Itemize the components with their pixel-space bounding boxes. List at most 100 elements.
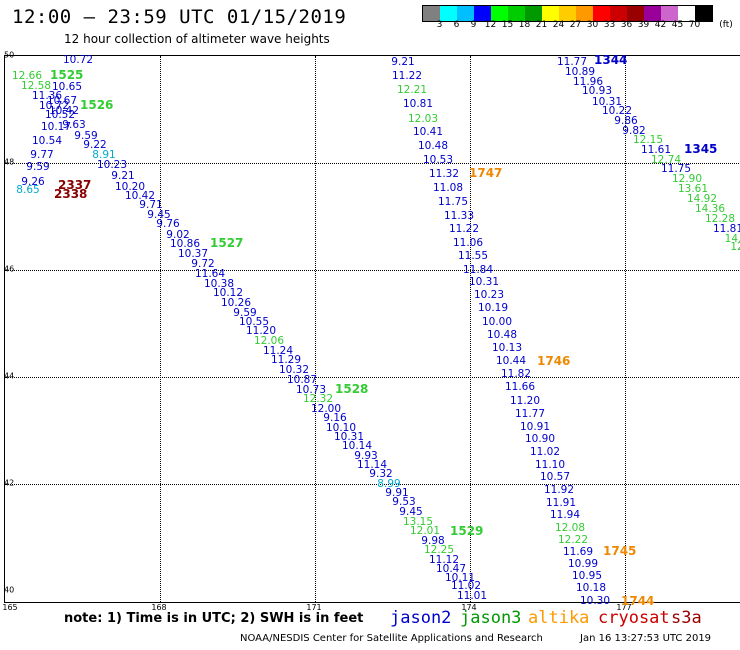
- wave-height-label: 12.03: [407, 113, 439, 125]
- wave-height-label: 10.23: [96, 159, 128, 171]
- wave-height-label: 14.: [724, 233, 740, 245]
- wave-height-label: 10.72: [62, 54, 94, 66]
- wave-height-label: 12.00: [310, 403, 342, 415]
- wave-height-label: 9.45: [147, 209, 171, 221]
- latitude-label: 42: [4, 478, 15, 488]
- satellite-legend-cryosat: cryosat: [598, 608, 670, 628]
- wave-height-label: 11.33: [443, 210, 475, 222]
- wave-height-label: 10.23: [473, 289, 505, 301]
- wave-height-label: 10.20: [114, 181, 146, 193]
- pass-time-label: 1746: [537, 354, 571, 368]
- wave-height-label: 10.99: [567, 558, 599, 570]
- wave-height-label: 10.48: [486, 329, 518, 341]
- wave-height-label: 12.74: [650, 154, 682, 166]
- latitude-gridline: [5, 270, 740, 271]
- wave-height-label: 11.01: [456, 590, 488, 602]
- color-legend: [422, 5, 713, 22]
- pass-time-label: 1525: [50, 68, 84, 82]
- wave-height-label: 9.93: [354, 450, 378, 462]
- wave-height-label: 12.01: [409, 525, 441, 537]
- wave-height-label: 9.32: [369, 468, 393, 480]
- wave-height-label: 14.92: [686, 193, 718, 205]
- wave-height-label: 11.66: [504, 381, 536, 393]
- pass-time-label: 1528: [335, 382, 369, 396]
- wave-height-label: 12.32: [302, 393, 334, 405]
- wave-height-label: 10.44: [495, 355, 527, 367]
- wave-height-label: 8.91: [92, 149, 116, 161]
- wave-height-label: 12.08: [554, 522, 586, 534]
- latitude-label: 50: [4, 50, 15, 60]
- color-swatch: [474, 6, 491, 21]
- color-legend-unit: (ft): [719, 20, 733, 30]
- wave-height-label: 11.91: [545, 497, 577, 509]
- wave-height-label: 11.96: [572, 76, 604, 88]
- wave-height-label: 12.28: [704, 213, 736, 225]
- wave-height-label: 10.14: [341, 440, 373, 452]
- wave-height-label: 9.98: [421, 535, 445, 547]
- wave-height-label: 11.77: [556, 56, 588, 68]
- wave-height-label: 11.24: [262, 345, 294, 357]
- color-legend-tick: 42: [654, 20, 667, 30]
- longitude-label: 174: [461, 603, 477, 612]
- wave-height-label: 10.72: [38, 100, 70, 112]
- color-swatch: [695, 6, 712, 21]
- wave-height-label: 10.11: [444, 572, 476, 584]
- color-swatch: [576, 6, 593, 21]
- wave-height-label: 11.12: [428, 554, 460, 566]
- wave-height-label: 9.59: [233, 307, 257, 319]
- wave-height-label: 12.90: [671, 173, 703, 185]
- color-swatch: [440, 6, 457, 21]
- wave-height-label: 11.20: [509, 395, 541, 407]
- wave-height-label: 10.52: [44, 109, 76, 121]
- color-swatch: [593, 6, 610, 21]
- pass-time-label: 2338: [54, 187, 88, 201]
- wave-height-label: 11.36: [31, 90, 63, 102]
- wave-height-label: 11.75: [437, 196, 469, 208]
- wave-height-label: 11.61: [640, 144, 672, 156]
- wave-height-label: 11.20: [245, 325, 277, 337]
- wave-height-label: 12.66: [11, 70, 43, 82]
- wave-height-label: 10.22: [601, 105, 633, 117]
- wave-height-label: 10.00: [481, 316, 513, 328]
- wave-height-label: 10.90: [524, 433, 556, 445]
- wave-height-label: 12.06: [253, 335, 285, 347]
- wave-height-label: 9.21: [391, 56, 415, 68]
- satellite-legend-jason2: jason2: [390, 608, 452, 628]
- wave-height-label: 10.81: [402, 98, 434, 110]
- color-legend-tick: 6: [453, 20, 460, 30]
- wave-height-label: 10.19: [477, 302, 509, 314]
- wave-height-label: 8.65: [16, 184, 40, 196]
- wave-height-label: 11.94: [549, 509, 581, 521]
- wave-height-label: 9.63: [62, 119, 86, 131]
- wave-height-label: 10.91: [519, 421, 551, 433]
- wave-height-label: 9.59: [74, 130, 98, 142]
- latitude-gridline: [5, 484, 740, 485]
- wave-height-label: 8.99: [377, 478, 401, 490]
- wave-height-label: 10.55: [238, 316, 270, 328]
- color-swatch: [525, 6, 542, 21]
- wave-height-label: 11.75: [660, 163, 692, 175]
- wave-height-label: 12.15: [632, 134, 664, 146]
- footnote: note: 1) Time is in UTC; 2) SWH is in fe…: [64, 611, 364, 626]
- wave-height-label: 10.31: [468, 276, 500, 288]
- color-legend-tick: 33: [603, 20, 616, 30]
- color-legend-tick: 36: [620, 20, 633, 30]
- wave-height-label: 9.45: [399, 506, 423, 518]
- pass-time-label: 1526: [80, 98, 114, 112]
- color-legend-tick: 9: [470, 20, 477, 30]
- wave-height-label: 9.86: [614, 115, 638, 127]
- color-swatch: [457, 6, 474, 21]
- wave-height-label: 14.36: [694, 203, 726, 215]
- wave-height-label: 9.16: [323, 412, 347, 424]
- wave-height-label: 11.81: [712, 223, 740, 235]
- wave-height-label: 10.42: [48, 105, 80, 117]
- wave-height-label: 10.65: [51, 81, 83, 93]
- wave-height-label: 10.47: [435, 563, 467, 575]
- pass-time-label: 1527: [210, 236, 244, 250]
- longitude-label: 177: [616, 603, 632, 612]
- satellite-legend-altika: altika: [528, 608, 590, 628]
- wave-height-label: 9.02: [166, 229, 190, 241]
- wave-height-label: 12.58: [20, 80, 52, 92]
- color-legend-tick: 24: [552, 20, 565, 30]
- pass-time-label: 1529: [450, 524, 484, 538]
